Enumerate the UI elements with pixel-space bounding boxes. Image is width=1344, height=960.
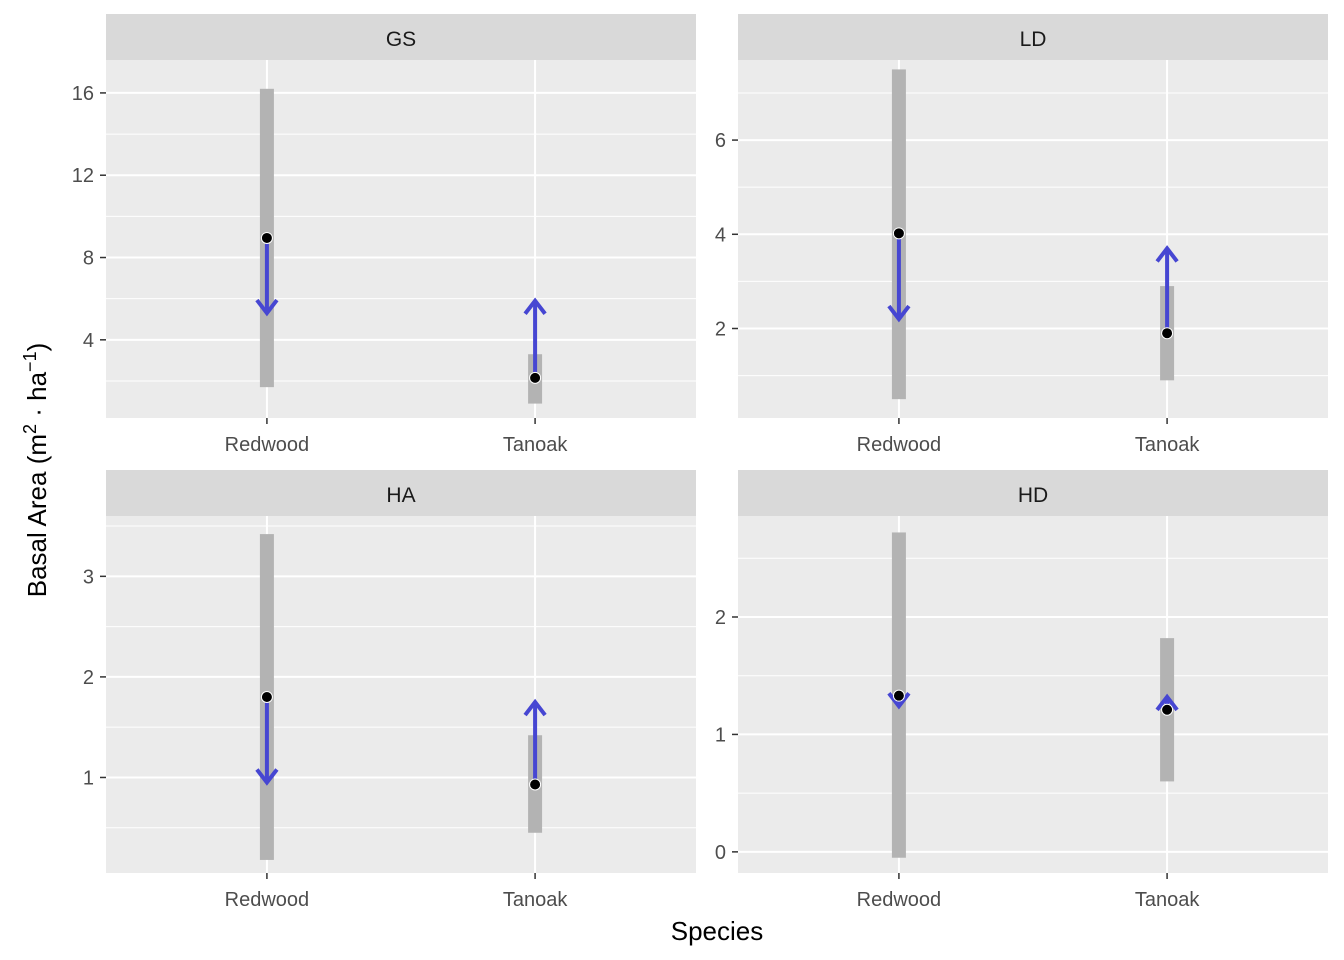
- panel-background: [738, 60, 1328, 418]
- x-tick-label: Tanoak: [1135, 889, 1200, 911]
- y-axis-title-base: Basal Area (m: [22, 434, 52, 597]
- mean-point-tanoak: [529, 371, 542, 384]
- y-tick-label: 2: [715, 319, 726, 341]
- y-tick-label: 2: [715, 607, 726, 629]
- mean-point-redwood: [260, 691, 273, 704]
- facet-hd: HD 0 1 2 Redwood Tanoak: [715, 470, 1328, 911]
- x-tick-label: Redwood: [857, 889, 942, 911]
- facet-strip-label: GS: [386, 28, 416, 51]
- y-tick-label: 4: [715, 224, 726, 246]
- x-tick-label: Redwood: [225, 889, 310, 911]
- y-tick-label: 1: [83, 767, 94, 789]
- mean-point-tanoak: [1161, 327, 1174, 340]
- facet-gs: GS 4 8 12 16 Redwood Tanoak: [72, 14, 696, 456]
- y-tick-label: 6: [715, 130, 726, 152]
- y-axis-title-end: ): [22, 343, 52, 352]
- y-axis-title-sup2: −1: [20, 351, 40, 372]
- y-axis-title-mid: · ha: [22, 371, 52, 424]
- mean-point-redwood: [892, 689, 905, 702]
- change-arrow-head-redwood: [255, 298, 279, 317]
- x-axis-title: Species: [671, 916, 764, 946]
- y-tick-label: 8: [83, 248, 94, 270]
- y-tick-label: 1: [715, 724, 726, 746]
- facet-strip-label: HD: [1018, 484, 1048, 507]
- y-tick-label: 12: [72, 165, 94, 187]
- x-tick-label: Tanoak: [503, 889, 568, 911]
- facet-strip-label: LD: [1020, 28, 1047, 51]
- facet-ld: LD 2 4 6 Redwood Tanoak: [715, 14, 1328, 456]
- mean-point-redwood: [892, 227, 905, 240]
- facet-ha: HA 1 2 3 Redwood Tanoak: [83, 470, 696, 911]
- x-tick-label: Redwood: [225, 434, 310, 456]
- y-tick-label: 16: [72, 83, 94, 105]
- x-tick-label: Tanoak: [503, 434, 568, 456]
- change-arrow-head-redwood: [887, 304, 911, 323]
- y-tick-label: 2: [83, 667, 94, 689]
- facet-strip: [106, 14, 696, 60]
- change-arrow-head-tanoak: [523, 297, 547, 315]
- change-arrow-head-tanoak: [523, 698, 547, 717]
- facet-strip-label: HA: [386, 484, 415, 507]
- change-arrow-head-tanoak: [1155, 245, 1179, 263]
- y-axis-title: Basal Area (m2 · ha−1): [20, 343, 52, 598]
- y-tick-label: 0: [715, 842, 726, 864]
- mean-point-redwood: [260, 231, 273, 244]
- mean-point-tanoak: [1161, 703, 1174, 716]
- change-arrow-head-tanoak: [1155, 693, 1179, 712]
- y-tick-label: 3: [83, 566, 94, 588]
- panel-background: [738, 516, 1328, 873]
- facet-strip: [738, 14, 1328, 60]
- x-tick-label: Redwood: [857, 434, 942, 456]
- y-axis-title-sup1: 2: [20, 424, 40, 434]
- y-tick-label: 4: [83, 330, 94, 352]
- panel-background: [106, 516, 696, 873]
- facet-strip: [738, 470, 1328, 516]
- change-arrow-head-redwood: [887, 692, 911, 710]
- change-arrow-head-redwood: [255, 768, 279, 786]
- facet-strip: [106, 470, 696, 516]
- x-tick-label: Tanoak: [1135, 434, 1200, 456]
- mean-point-tanoak: [529, 778, 542, 791]
- panel-background: [106, 60, 696, 418]
